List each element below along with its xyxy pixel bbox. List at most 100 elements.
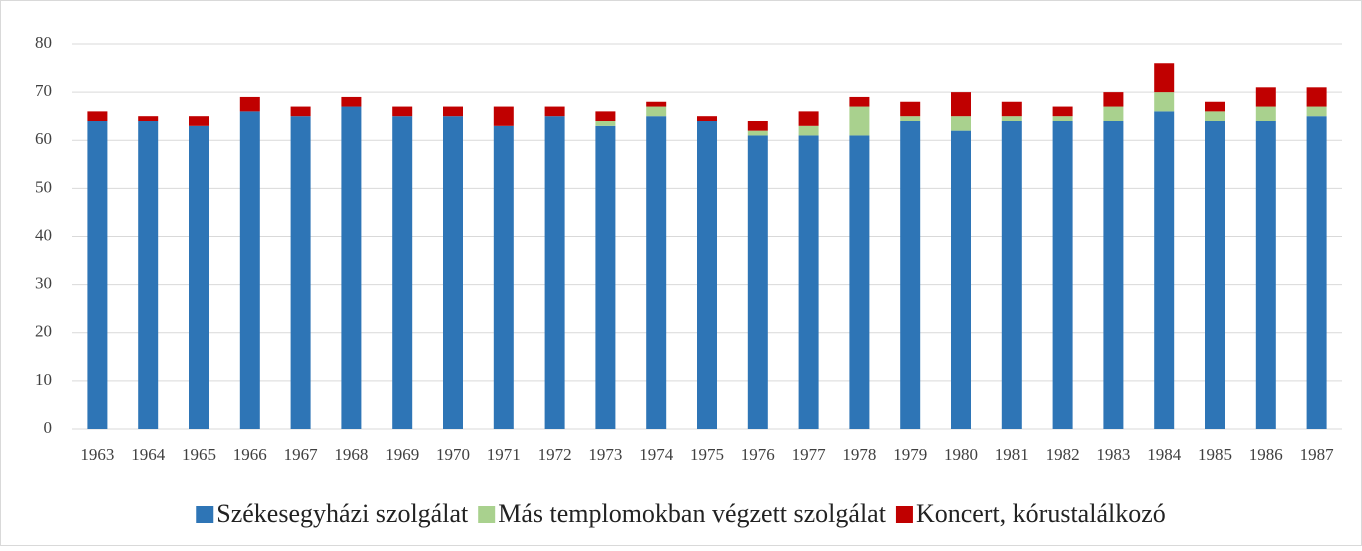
- x-tick-label: 1973: [588, 445, 622, 464]
- bar-segment: [239, 96, 260, 112]
- bar-segment: [392, 116, 413, 429]
- bar-segment: [1255, 121, 1276, 429]
- bar-segment: [1103, 92, 1124, 107]
- bar-segment: [849, 96, 870, 107]
- bar-segment: [1154, 111, 1175, 429]
- bar-segment: [951, 130, 971, 429]
- bar-segment: [595, 125, 616, 429]
- bar-segment: [595, 111, 616, 121]
- bar-segment: [1306, 106, 1327, 117]
- bar-segment: [443, 106, 463, 117]
- y-tick-label: 50: [35, 177, 52, 196]
- y-tick-label: 30: [35, 274, 52, 293]
- y-tick-label: 10: [35, 370, 52, 389]
- bar-segment: [697, 121, 717, 429]
- bar-segment: [1306, 87, 1327, 107]
- bar-segment: [849, 135, 870, 429]
- bar-segment: [87, 121, 108, 429]
- bar-segment: [646, 116, 667, 429]
- bar-segment: [1255, 87, 1276, 107]
- x-tick-label: 1970: [436, 445, 470, 464]
- bar-segment: [1052, 121, 1073, 429]
- legend-swatch: [895, 506, 913, 523]
- bar-segment: [1205, 111, 1225, 121]
- bar-segment: [900, 101, 921, 117]
- legend-swatch: [478, 506, 496, 523]
- x-tick-label: 1982: [1046, 445, 1080, 464]
- x-tick-label: 1972: [538, 445, 572, 464]
- bar-segment: [1052, 106, 1073, 117]
- x-tick-label: 1984: [1147, 445, 1182, 464]
- x-tick-label: 1975: [690, 445, 724, 464]
- x-tick-label: 1966: [233, 445, 267, 464]
- bar-segment: [646, 101, 667, 107]
- x-tick-label: 1986: [1249, 445, 1283, 464]
- bar-segment: [798, 135, 819, 429]
- bar-segment: [1103, 121, 1124, 429]
- bar-segment: [1001, 121, 1022, 429]
- bar-segment: [900, 116, 921, 121]
- x-tick-label: 1981: [995, 445, 1029, 464]
- bar-segment: [1205, 101, 1225, 112]
- x-tick-label: 1978: [842, 445, 876, 464]
- x-tick-label: 1980: [944, 445, 978, 464]
- bar-segment: [951, 116, 971, 131]
- bar-segment: [341, 106, 362, 429]
- x-tick-label: 1979: [893, 445, 927, 464]
- bar-segment: [544, 106, 565, 117]
- bar-segment: [1052, 116, 1073, 121]
- bar-segment: [493, 125, 514, 429]
- bar-segment: [747, 130, 768, 136]
- bar-segment: [290, 116, 311, 429]
- bar-segment: [493, 106, 514, 126]
- bar-segment: [595, 121, 616, 126]
- bar-segment: [1154, 92, 1175, 112]
- bar-segment: [1001, 116, 1022, 121]
- legend-label: Más templomokban végzett szolgálat: [498, 499, 887, 528]
- bar-segment: [1205, 121, 1225, 429]
- x-tick-label: 1969: [385, 445, 419, 464]
- x-tick-label: 1965: [182, 445, 216, 464]
- x-tick-label: 1964: [131, 445, 166, 464]
- legend-label: Koncert, kórustalálkozó: [916, 499, 1166, 528]
- x-tick-label: 1974: [639, 445, 674, 464]
- x-tick-label: 1987: [1300, 445, 1335, 464]
- bar-segment: [798, 111, 819, 126]
- bar-segment: [951, 92, 971, 117]
- x-tick-label: 1983: [1096, 445, 1130, 464]
- x-tick-label: 1971: [487, 445, 521, 464]
- x-tick-label: 1968: [334, 445, 368, 464]
- bar-segment: [87, 111, 108, 121]
- y-tick-label: 40: [35, 225, 52, 244]
- y-tick-label: 60: [35, 129, 52, 148]
- y-tick-label: 70: [35, 81, 52, 100]
- y-tick-label: 20: [35, 322, 52, 341]
- bar-segment: [1001, 101, 1022, 117]
- bar-segment: [1255, 106, 1276, 121]
- bar-segment: [341, 96, 362, 107]
- x-tick-label: 1985: [1198, 445, 1232, 464]
- bar-segment: [544, 116, 565, 429]
- x-tick-label: 1977: [792, 445, 827, 464]
- bar-segment: [798, 125, 819, 136]
- y-tick-label: 0: [44, 418, 53, 437]
- bar-segment: [189, 125, 209, 429]
- x-tick-label: 1963: [80, 445, 114, 464]
- bar-segment: [1154, 63, 1175, 93]
- bar-segment: [239, 111, 260, 429]
- bar-segment: [646, 106, 667, 117]
- bar-segment: [443, 116, 463, 429]
- bar-segment: [138, 121, 159, 429]
- x-tick-label: 1976: [741, 445, 775, 464]
- bar-segment: [747, 121, 768, 131]
- bar-segment: [1306, 116, 1327, 429]
- bar-segment: [290, 106, 311, 117]
- bar-segment: [392, 106, 413, 117]
- bar-segment: [1103, 106, 1124, 121]
- bar-segment: [747, 135, 768, 429]
- bar-segment: [138, 116, 159, 121]
- bar-segment: [189, 116, 209, 126]
- legend-label: Székesegyházi szolgálat: [216, 499, 469, 528]
